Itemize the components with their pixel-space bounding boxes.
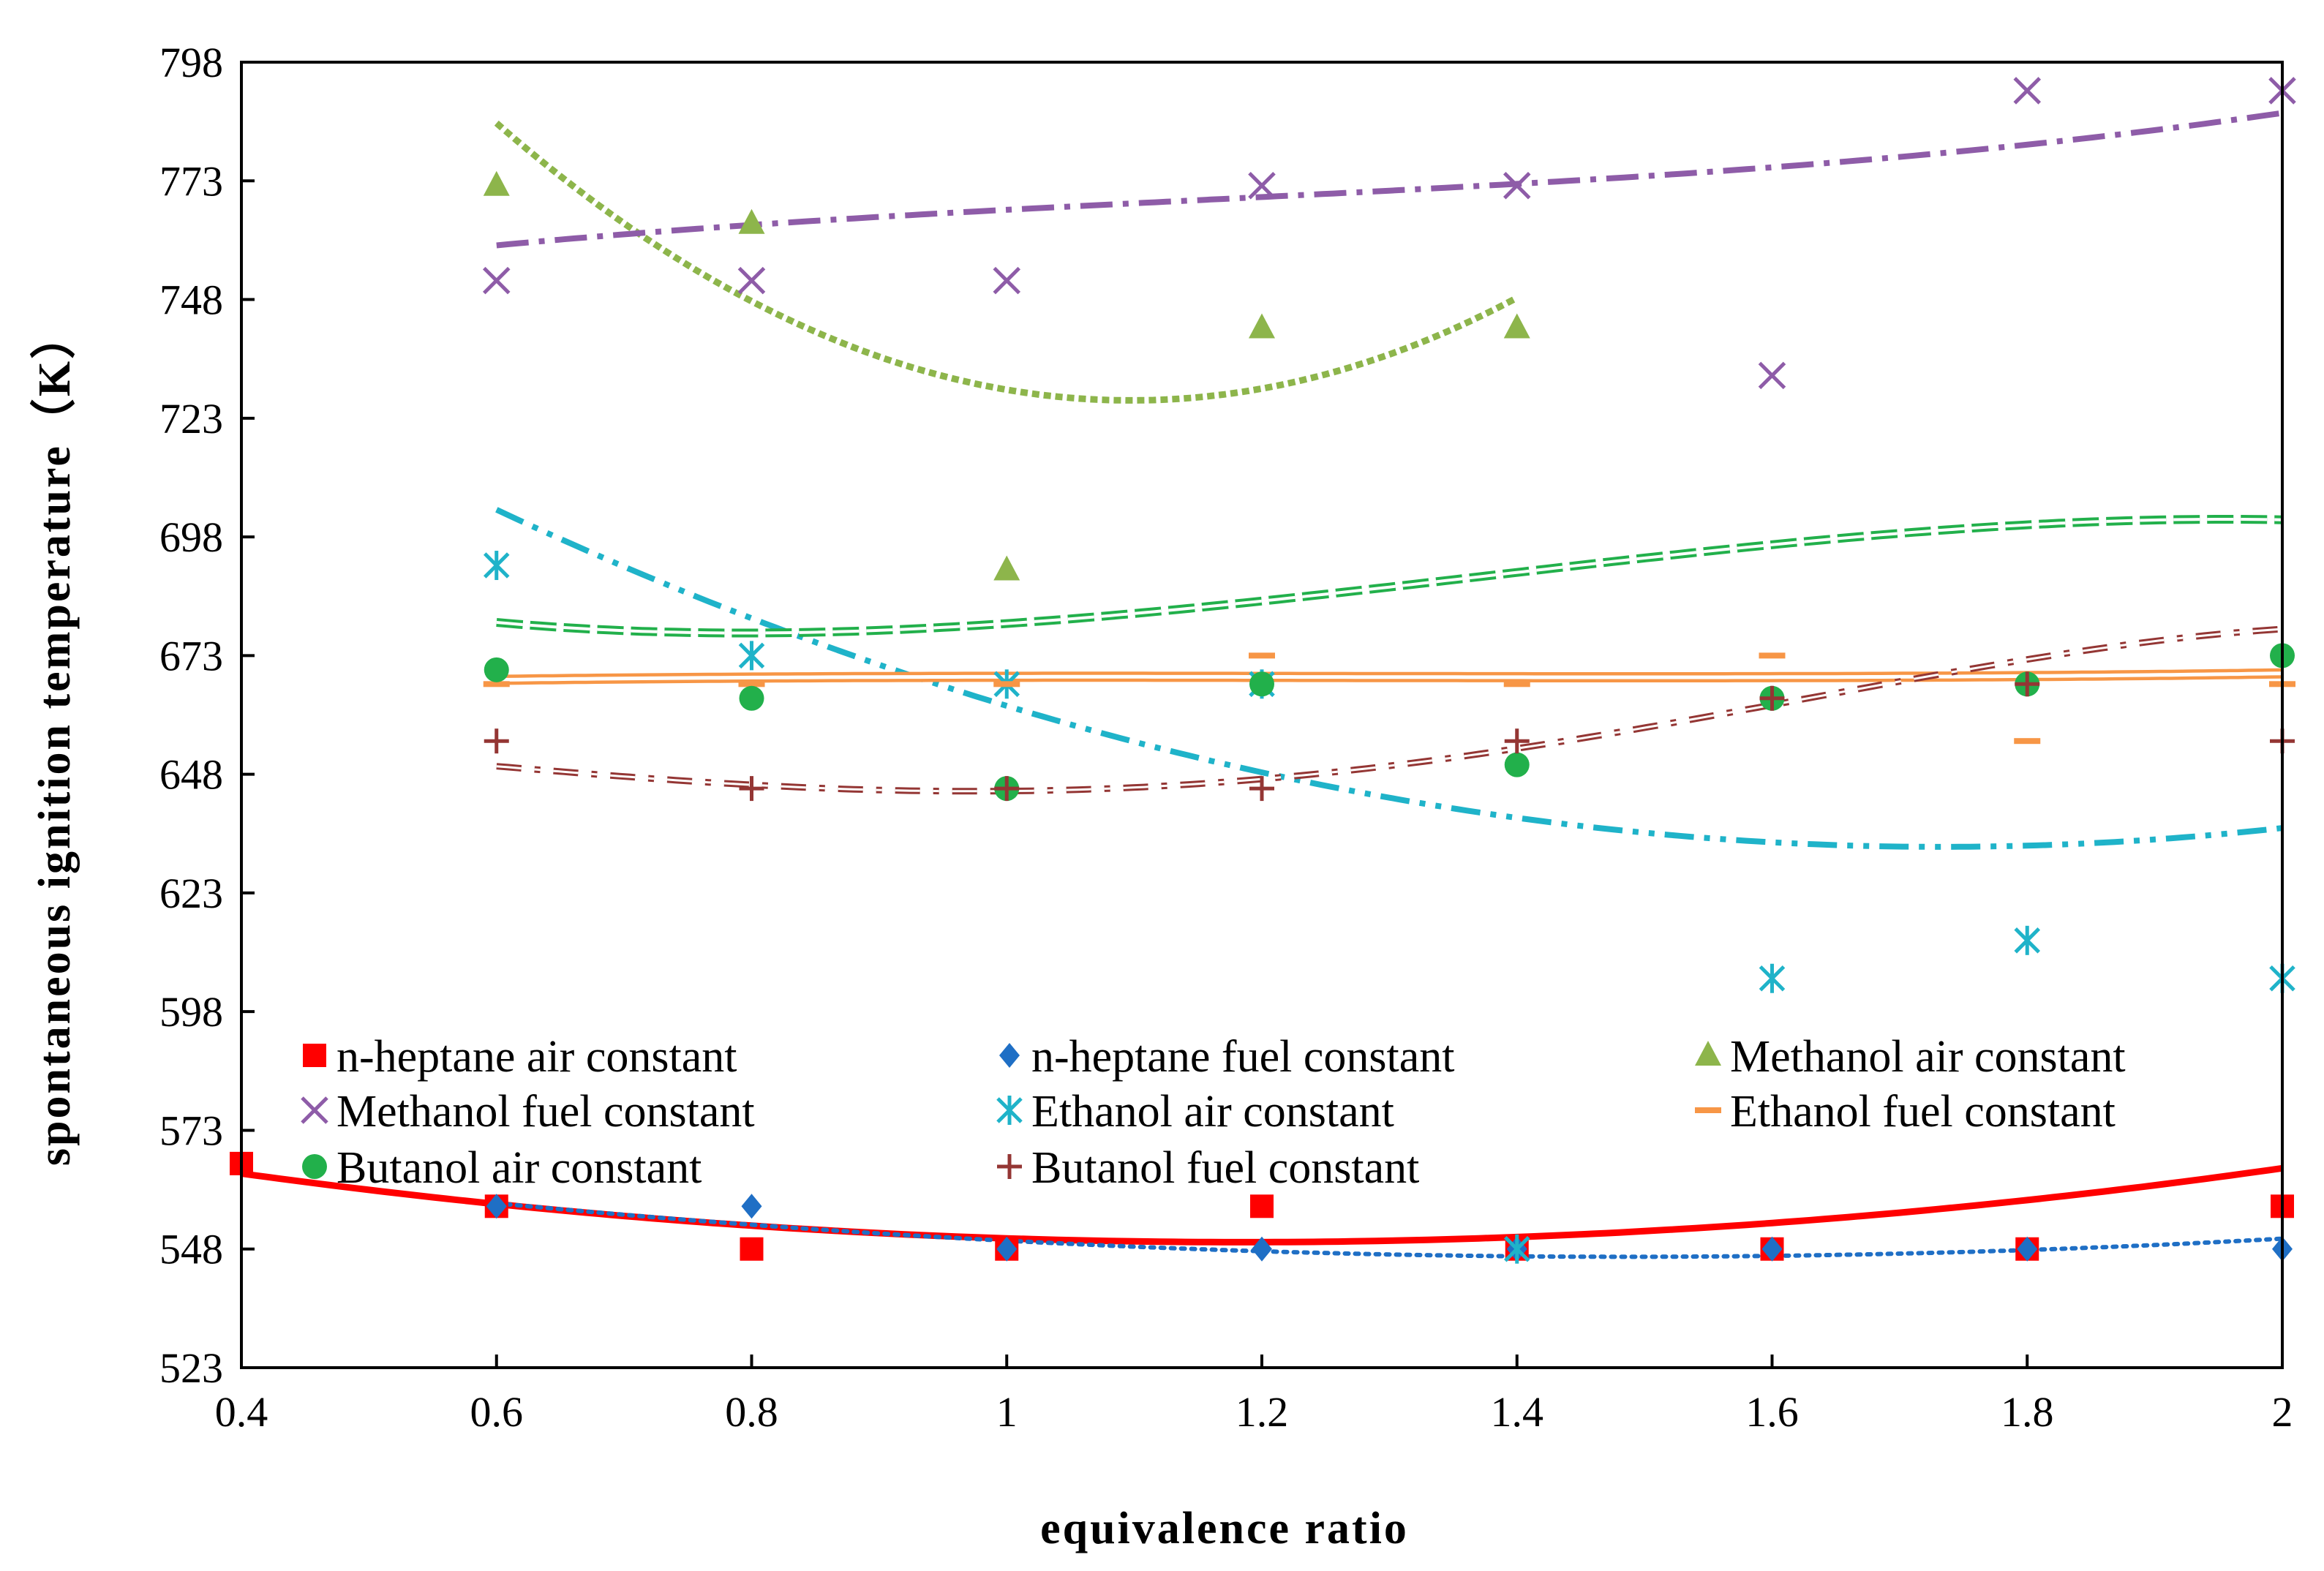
axes: 0.4 0.6 0.8 1 1.2 1.4 1.6 1.8 2 523 548 573 598 623 64… bbox=[159, 39, 2293, 1436]
y-tick-label: 698 bbox=[159, 513, 223, 561]
legend-entry-butanol-fuel-constant: Butanol fuel constant bbox=[1031, 1143, 1419, 1193]
x-tick-label: 0.4 bbox=[215, 1388, 268, 1436]
point-n-heptane-air-constant bbox=[740, 1237, 764, 1261]
point-n-heptane-fuel-constant bbox=[1252, 1236, 1272, 1262]
legend-entry-ethanol-air-constant: Ethanol air constant bbox=[1031, 1087, 1394, 1137]
legend-marker-n-heptane-air-constant bbox=[303, 1044, 326, 1067]
plot-area bbox=[230, 77, 2296, 1264]
point-butanol-fuel-constant bbox=[1249, 776, 1274, 802]
y-axis-title: spontaneous ignition temperature（K） bbox=[29, 312, 80, 1166]
point-ethanol-fuel-constant bbox=[2014, 738, 2041, 745]
point-butanol-fuel-constant bbox=[994, 776, 1020, 802]
legend-marker-ethanol-air-constant bbox=[996, 1096, 1023, 1125]
trendline-butanol-air-constant bbox=[496, 518, 2283, 635]
point-n-heptane-fuel-constant bbox=[1761, 1236, 1783, 1262]
point-butanol-fuel-constant bbox=[484, 728, 509, 754]
point-ethanol-air-constant bbox=[483, 551, 510, 581]
point-methanol-fuel-constant bbox=[737, 266, 766, 295]
y-tick-label: 623 bbox=[159, 870, 223, 917]
point-ethanol-fuel-constant bbox=[1759, 652, 1786, 659]
trendline-methanol-fuel-constant bbox=[496, 110, 2283, 249]
point-n-heptane-fuel-constant bbox=[996, 1236, 1018, 1262]
point-ethanol-fuel-constant bbox=[1249, 652, 1275, 659]
legend-marker-methanol-air-constant bbox=[1695, 1041, 1721, 1066]
y-tick-label: 648 bbox=[159, 751, 223, 799]
trendline-butanol-fuel-constant bbox=[496, 628, 2283, 793]
point-n-heptane-air-constant bbox=[1250, 1194, 1274, 1218]
legend-entry-butanol-air-constant: Butanol air constant bbox=[336, 1143, 702, 1193]
point-methanol-air-constant bbox=[483, 170, 510, 196]
legend-entry-ethanol-fuel-constant: Ethanol fuel constant bbox=[1730, 1087, 2116, 1137]
x-tick-label: 0.8 bbox=[725, 1388, 778, 1436]
trendline-ethanol-air-constant bbox=[495, 507, 2283, 850]
x-tick-label: 2 bbox=[2272, 1388, 2293, 1436]
x-tick-label: 1.8 bbox=[2001, 1388, 2054, 1436]
trendline-ethanol-fuel-constant bbox=[496, 671, 2283, 682]
trendline-n-heptane-fuel-constant bbox=[494, 1201, 2284, 1259]
y-tick-label: 748 bbox=[159, 276, 223, 324]
point-n-heptane-fuel-constant bbox=[2017, 1236, 2038, 1262]
point-methanol-air-constant bbox=[993, 555, 1020, 581]
trendline-methanol-air-constant bbox=[494, 120, 1519, 404]
y-tick-label: 573 bbox=[159, 1107, 223, 1154]
y-tick-label: 773 bbox=[159, 157, 223, 205]
point-butanol-fuel-constant bbox=[739, 776, 764, 802]
y-tick-label: 523 bbox=[159, 1344, 223, 1392]
point-butanol-air-constant bbox=[739, 685, 764, 711]
y-tick-label: 598 bbox=[159, 988, 223, 1036]
point-methanol-air-constant bbox=[1503, 313, 1530, 339]
point-methanol-air-constant bbox=[738, 208, 765, 234]
point-n-heptane-fuel-constant bbox=[486, 1194, 507, 1219]
point-n-heptane-fuel-constant bbox=[741, 1194, 762, 1219]
legend-marker-methanol-fuel-constant bbox=[301, 1096, 328, 1124]
legend-marker-butanol-fuel-constant bbox=[997, 1154, 1022, 1179]
legend-entry-methanol-fuel-constant: Methanol fuel constant bbox=[336, 1087, 755, 1137]
y-tick-label: 798 bbox=[159, 39, 223, 86]
x-tick-label: 1.6 bbox=[1745, 1388, 1799, 1436]
point-ethanol-air-constant bbox=[2014, 925, 2041, 955]
point-ethanol-fuel-constant bbox=[993, 681, 1020, 687]
point-methanol-fuel-constant bbox=[1248, 171, 1276, 200]
point-ethanol-air-constant bbox=[738, 641, 765, 671]
x-axis-title: equivalence ratio bbox=[1040, 1504, 1409, 1553]
point-ethanol-fuel-constant bbox=[738, 681, 765, 687]
x-tick-label: 1.2 bbox=[1236, 1388, 1289, 1436]
legend-marker-ethanol-fuel-constant bbox=[1695, 1107, 1721, 1113]
x-tick-label: 1 bbox=[996, 1388, 1018, 1436]
point-methanol-fuel-constant bbox=[2013, 77, 2042, 105]
legend: n-heptane air constant n-heptane fuel con… bbox=[301, 1032, 2126, 1193]
y-tick-label: 723 bbox=[159, 395, 223, 442]
point-methanol-fuel-constant bbox=[993, 266, 1021, 295]
legend-entry-n-heptane-fuel-constant: n-heptane fuel constant bbox=[1031, 1032, 1454, 1082]
point-methanol-air-constant bbox=[1249, 313, 1275, 339]
point-butanol-air-constant bbox=[484, 657, 509, 682]
x-tick-label: 0.6 bbox=[470, 1388, 524, 1436]
legend-entry-methanol-air-constant: Methanol air constant bbox=[1730, 1032, 2126, 1082]
legend-marker-n-heptane-fuel-constant bbox=[999, 1043, 1020, 1068]
legend-entry-n-heptane-air-constant: n-heptane air constant bbox=[336, 1032, 737, 1082]
y-tick-label: 673 bbox=[159, 632, 223, 679]
point-ethanol-air-constant bbox=[1503, 1234, 1530, 1264]
point-methanol-fuel-constant bbox=[1758, 361, 1786, 390]
point-methanol-fuel-constant bbox=[1503, 171, 1531, 200]
point-butanol-fuel-constant bbox=[1759, 685, 1785, 711]
x-tick-label: 1.4 bbox=[1491, 1388, 1544, 1436]
point-butanol-air-constant bbox=[1249, 671, 1274, 697]
point-ethanol-air-constant bbox=[1759, 963, 1786, 993]
point-ethanol-fuel-constant bbox=[1503, 681, 1530, 687]
point-butanol-fuel-constant bbox=[2015, 671, 2040, 697]
point-ethanol-fuel-constant bbox=[483, 681, 510, 687]
point-butanol-fuel-constant bbox=[1504, 728, 1530, 754]
legend-marker-butanol-air-constant bbox=[302, 1154, 327, 1179]
point-butanol-air-constant bbox=[1504, 752, 1530, 777]
y-tick-label: 548 bbox=[159, 1226, 223, 1273]
point-methanol-fuel-constant bbox=[482, 266, 511, 295]
